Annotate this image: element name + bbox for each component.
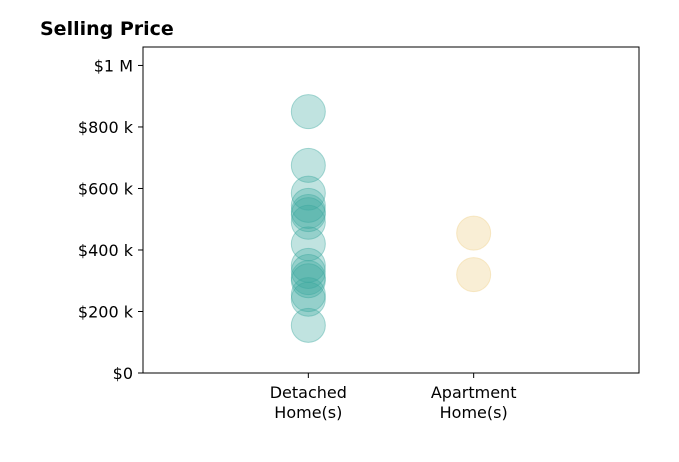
- data-point: [290, 281, 326, 317]
- x-tick-label: Apartment Home(s): [431, 383, 517, 422]
- data-point: [290, 194, 326, 230]
- y-tick-label: $600 k: [78, 179, 134, 198]
- data-point: [290, 147, 326, 183]
- data-point: [456, 257, 492, 293]
- data-point: [290, 247, 326, 283]
- x-axis: Detached Home(s) Apartment Home(s): [270, 373, 517, 422]
- data-point: [290, 187, 326, 223]
- y-tick-label: $1 M: [94, 56, 133, 75]
- y-tick-label: $0: [113, 364, 133, 383]
- data-point: [290, 277, 326, 313]
- data-point: [290, 254, 326, 290]
- chart-title: Selling Price: [40, 18, 174, 40]
- data-point: [290, 226, 326, 262]
- data-point: [456, 215, 492, 251]
- plot-area-frame: [142, 46, 640, 374]
- y-tick-label: $200 k: [78, 302, 134, 321]
- data-point: [290, 307, 326, 343]
- data-point: [290, 94, 326, 130]
- data-point: [290, 197, 326, 233]
- y-tick-label: $400 k: [78, 241, 134, 260]
- data-point: [290, 260, 326, 296]
- x-tick-label: Detached Home(s): [270, 383, 347, 422]
- y-tick-label: $800 k: [78, 118, 134, 137]
- data-point: [290, 175, 326, 211]
- data-point: [290, 204, 326, 240]
- points-layer: [290, 94, 492, 343]
- y-axis: $0 $200 k $400 k $600 k $800 k $1 M: [78, 56, 143, 383]
- data-point: [290, 263, 326, 299]
